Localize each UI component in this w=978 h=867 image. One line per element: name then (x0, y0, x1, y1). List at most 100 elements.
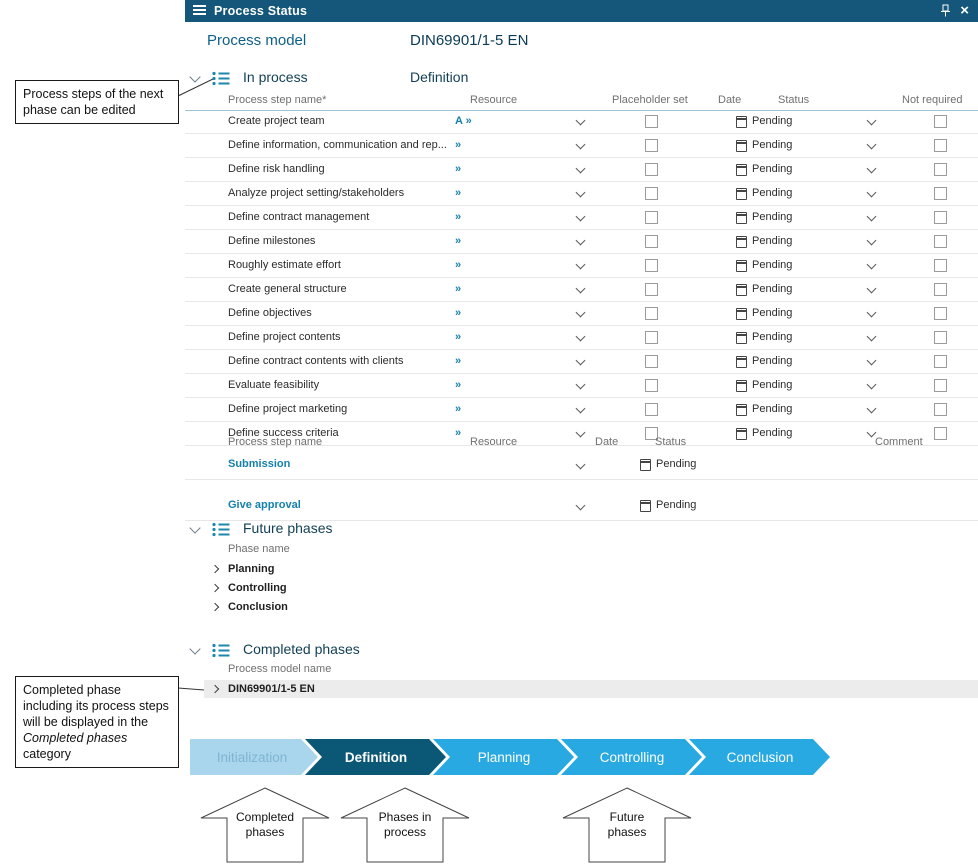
resource-link[interactable]: » (455, 235, 462, 247)
status-dropdown-icon[interactable] (866, 163, 877, 174)
resource-dropdown-icon[interactable] (575, 211, 586, 222)
completed-phase-row[interactable]: DIN69901/1-5 EN (204, 680, 978, 698)
placeholder-checkbox[interactable] (645, 187, 658, 200)
status-value[interactable]: Pending (752, 187, 793, 199)
resource-link[interactable]: A » (455, 115, 472, 127)
resource-link[interactable]: » (455, 283, 462, 295)
collapse-icon[interactable] (189, 643, 201, 655)
placeholder-checkbox[interactable] (645, 211, 658, 224)
status-value[interactable]: Pending (752, 115, 793, 127)
resource-link[interactable]: » (455, 403, 462, 415)
pin-icon[interactable] (940, 4, 951, 23)
not-required-checkbox[interactable] (934, 283, 947, 296)
placeholder-checkbox[interactable] (645, 331, 658, 344)
resource-link[interactable]: » (455, 355, 462, 367)
status-value[interactable]: Pending (752, 163, 793, 175)
status-value[interactable]: Pending (656, 458, 697, 470)
placeholder-checkbox[interactable] (645, 379, 658, 392)
resource-link[interactable]: » (455, 331, 462, 343)
not-required-checkbox[interactable] (934, 307, 947, 320)
resource-link[interactable]: » (455, 187, 462, 199)
resource-link[interactable]: » (455, 427, 462, 439)
status-dropdown-icon[interactable] (866, 235, 877, 246)
not-required-checkbox[interactable] (934, 139, 947, 152)
status-dropdown-icon[interactable] (866, 355, 877, 366)
status-value[interactable]: Pending (656, 499, 697, 511)
resource-dropdown-icon[interactable] (575, 235, 586, 246)
placeholder-checkbox[interactable] (645, 235, 658, 248)
resource-dropdown-icon[interactable] (575, 139, 586, 150)
not-required-checkbox[interactable] (934, 355, 947, 368)
placeholder-checkbox[interactable] (645, 163, 658, 176)
not-required-checkbox[interactable] (934, 427, 947, 440)
placeholder-checkbox[interactable] (645, 355, 658, 368)
collapse-icon[interactable] (189, 71, 201, 83)
placeholder-checkbox[interactable] (645, 115, 658, 128)
resource-dropdown-icon[interactable] (575, 403, 586, 414)
status-dropdown-icon[interactable] (866, 187, 877, 198)
placeholder-checkbox[interactable] (645, 427, 658, 440)
status-value[interactable]: Pending (752, 211, 793, 223)
resource-link[interactable]: » (455, 163, 462, 175)
resource-link[interactable]: » (455, 379, 462, 391)
status-value[interactable]: Pending (752, 307, 793, 319)
placeholder-checkbox[interactable] (645, 259, 658, 272)
resource-dropdown-icon[interactable] (575, 115, 586, 126)
expand-icon[interactable] (210, 564, 220, 574)
status-value[interactable]: Pending (752, 259, 793, 271)
menu-icon[interactable] (193, 5, 206, 17)
approval-step-link[interactable]: Give approval (228, 499, 301, 511)
not-required-checkbox[interactable] (934, 331, 947, 344)
approval-step-link[interactable]: Submission (228, 458, 291, 470)
expand-icon[interactable] (210, 583, 220, 593)
resource-dropdown-icon[interactable] (575, 187, 586, 198)
resource-link[interactable]: » (455, 307, 462, 319)
status-value[interactable]: Pending (752, 379, 793, 391)
expand-icon[interactable] (210, 684, 220, 694)
status-dropdown-icon[interactable] (866, 139, 877, 150)
close-icon[interactable]: × (960, 2, 969, 19)
status-dropdown-icon[interactable] (866, 115, 877, 126)
resource-dropdown-icon[interactable] (575, 500, 586, 511)
placeholder-checkbox[interactable] (645, 139, 658, 152)
status-dropdown-icon[interactable] (866, 331, 877, 342)
not-required-checkbox[interactable] (934, 259, 947, 272)
status-dropdown-icon[interactable] (866, 379, 877, 390)
phase-chevron-initialization (190, 739, 318, 775)
status-value[interactable]: Pending (752, 139, 793, 151)
status-value[interactable]: Pending (752, 355, 793, 367)
resource-link[interactable]: » (455, 139, 462, 151)
resource-link[interactable]: » (455, 211, 462, 223)
resource-dropdown-icon[interactable] (575, 355, 586, 366)
status-dropdown-icon[interactable] (866, 403, 877, 414)
status-value[interactable]: Pending (752, 427, 793, 439)
placeholder-checkbox[interactable] (645, 307, 658, 320)
status-value[interactable]: Pending (752, 235, 793, 247)
status-dropdown-icon[interactable] (866, 283, 877, 294)
not-required-checkbox[interactable] (934, 211, 947, 224)
resource-link[interactable]: » (455, 259, 462, 271)
resource-dropdown-icon[interactable] (575, 379, 586, 390)
not-required-checkbox[interactable] (934, 163, 947, 176)
collapse-icon[interactable] (189, 522, 201, 534)
not-required-checkbox[interactable] (934, 187, 947, 200)
not-required-checkbox[interactable] (934, 235, 947, 248)
not-required-checkbox[interactable] (934, 379, 947, 392)
status-value[interactable]: Pending (752, 283, 793, 295)
placeholder-checkbox[interactable] (645, 403, 658, 416)
status-value[interactable]: Pending (752, 331, 793, 343)
resource-dropdown-icon[interactable] (575, 259, 586, 270)
resource-dropdown-icon[interactable] (575, 283, 586, 294)
placeholder-checkbox[interactable] (645, 283, 658, 296)
status-value[interactable]: Pending (752, 403, 793, 415)
resource-dropdown-icon[interactable] (575, 307, 586, 318)
status-dropdown-icon[interactable] (866, 211, 877, 222)
not-required-checkbox[interactable] (934, 115, 947, 128)
resource-dropdown-icon[interactable] (575, 331, 586, 342)
resource-dropdown-icon[interactable] (575, 163, 586, 174)
status-dropdown-icon[interactable] (866, 307, 877, 318)
expand-icon[interactable] (210, 602, 220, 612)
not-required-checkbox[interactable] (934, 403, 947, 416)
resource-dropdown-icon[interactable] (575, 459, 586, 470)
status-dropdown-icon[interactable] (866, 259, 877, 270)
